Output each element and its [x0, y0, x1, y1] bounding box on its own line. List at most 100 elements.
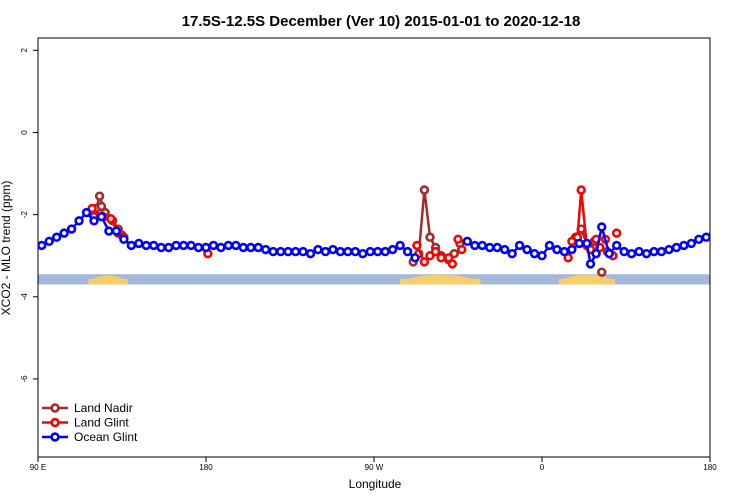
land-segment-base — [400, 278, 481, 285]
x-tick-label: 90 W — [365, 463, 384, 472]
land-nadir-point — [94, 191, 105, 201]
y-tick-label: 0 — [20, 130, 29, 135]
ocean-glint-point — [522, 244, 532, 255]
ocean-glint-point — [178, 240, 189, 251]
ocean-glint-point — [126, 240, 137, 251]
ocean-glint-point — [733, 211, 740, 218]
land-nadir-legend-label: Land Nadir — [74, 401, 133, 415]
ocean-glint-point — [725, 219, 732, 226]
ocean-glint-point — [298, 246, 308, 257]
ocean-glint-point — [223, 240, 234, 251]
ocean-glint-point — [290, 246, 301, 257]
land-glint-legend-marker — [50, 417, 60, 428]
ocean-glint-point — [104, 226, 114, 236]
ocean-glint-point — [544, 240, 555, 251]
ocean-glint-point — [171, 240, 181, 251]
ocean-glint-point — [641, 248, 652, 259]
ocean-glint-point — [44, 236, 54, 247]
land-glint-point — [611, 228, 622, 238]
ocean-glint-point — [373, 246, 383, 257]
ocean-glint-point — [343, 246, 353, 257]
ocean-glint-point — [664, 244, 674, 255]
land-glint-point — [436, 253, 446, 263]
ocean-glint-point — [591, 248, 601, 259]
land-glint-point — [106, 214, 116, 224]
ocean-glint-point — [477, 240, 487, 251]
land-glint-point — [457, 244, 467, 255]
ocean-glint-point — [619, 246, 629, 257]
ocean-glint-point — [208, 240, 219, 251]
ocean-glint-point — [216, 242, 226, 253]
land-glint-point — [419, 257, 430, 267]
ocean-glint-point — [718, 224, 725, 231]
ocean-glint-point — [671, 242, 682, 253]
ocean-glint-point — [186, 240, 196, 251]
ocean-glint-point — [701, 232, 710, 242]
ocean-glint-point — [574, 238, 585, 249]
chart-title: 17.5S-12.5S December (Ver 10) 2015-01-01… — [182, 13, 581, 30]
ocean-glint-point — [134, 238, 144, 249]
ocean-glint-point — [275, 246, 286, 257]
ocean-glint-point — [529, 248, 540, 259]
land-glint-point — [447, 259, 458, 269]
ocean-glint-point — [149, 240, 159, 251]
ocean-glint-point — [253, 242, 263, 253]
ocean-glint-point — [552, 244, 562, 255]
ocean-glint-point — [246, 242, 256, 253]
ocean-glint-point — [582, 238, 592, 249]
ocean-glint-point — [537, 251, 547, 261]
land-segment-base — [558, 278, 615, 285]
ocean-glint-point — [462, 236, 473, 247]
ocean-glint-point — [89, 216, 99, 226]
land-glint-point — [453, 234, 463, 244]
ocean-glint-point — [395, 240, 405, 251]
ocean-glint-point — [514, 240, 525, 251]
land-glint-point — [412, 240, 422, 251]
ocean-glint-point — [238, 242, 249, 253]
ocean-glint-point — [313, 244, 323, 255]
ocean-glint-point — [649, 246, 659, 257]
ocean-glint-point — [365, 246, 375, 257]
ocean-glint-point — [380, 246, 390, 257]
ocean-glint-point — [470, 240, 480, 251]
ocean-glint-point — [193, 242, 204, 253]
ocean-glint-point — [231, 240, 241, 251]
ocean-glint-point — [66, 224, 77, 234]
land-nadir-point — [425, 232, 435, 242]
ocean-glint-point — [261, 244, 271, 255]
y-tick-label: -6 — [20, 375, 29, 383]
ocean-glint-point — [74, 216, 84, 226]
y-axis-label: XCO2 - MLO trend (ppm) — [0, 181, 13, 316]
ocean-glint-point — [119, 234, 129, 244]
ocean-glint-point — [81, 207, 92, 218]
land-segment-base — [88, 278, 128, 285]
ocean-glint-point — [358, 248, 368, 259]
land-glint-point — [430, 246, 441, 257]
ocean-glint-point — [320, 246, 331, 257]
ocean-glint-point — [499, 244, 510, 255]
ocean-glint-point — [567, 244, 577, 255]
ocean-glint-point — [656, 246, 667, 257]
y-tick-label: -2 — [20, 211, 29, 219]
land-nadir-legend-marker — [50, 403, 60, 413]
ocean-strip — [38, 274, 710, 285]
ocean-glint-point — [709, 230, 710, 236]
land-nadir-point — [597, 267, 607, 277]
ocean-glint-point — [604, 248, 614, 259]
ocean-glint-point — [163, 242, 174, 253]
ocean-glint-point — [156, 242, 166, 253]
ocean-glint-point — [410, 253, 420, 263]
ocean-glint-point — [96, 211, 107, 222]
y-tick-label: 2 — [20, 48, 29, 53]
ocean-glint-point — [141, 240, 151, 251]
ocean-glint-legend-marker — [50, 432, 60, 442]
ocean-glint-point — [485, 242, 495, 253]
ocean-glint-point — [111, 226, 122, 236]
x-axis-label: Longitude — [349, 477, 402, 491]
series-group — [38, 185, 740, 277]
plot-area: 90 E 180 90 W 0 180 2 0 -2 -4 -6 — [20, 37, 740, 472]
ocean-glint-point — [328, 244, 338, 255]
ocean-glint-point — [350, 246, 361, 257]
